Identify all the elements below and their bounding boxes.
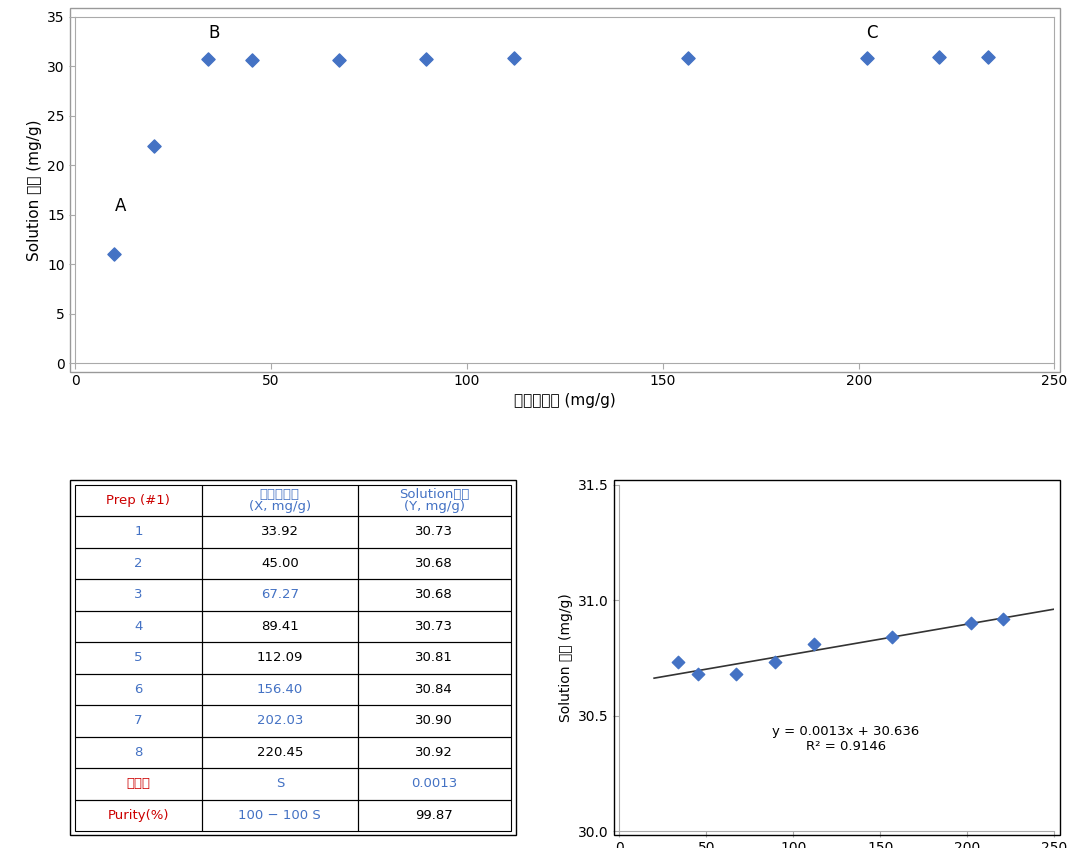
- Y-axis label: Solution 구성 (mg/g): Solution 구성 (mg/g): [27, 120, 42, 261]
- Point: [669, 656, 686, 669]
- Point: [883, 630, 901, 644]
- Point: [962, 616, 979, 630]
- Text: 33.92: 33.92: [260, 526, 299, 538]
- Text: 시스템구성: 시스템구성: [260, 488, 300, 501]
- Text: C: C: [866, 24, 878, 42]
- Text: 7: 7: [134, 714, 143, 728]
- Point: [806, 637, 823, 650]
- Text: 112.09: 112.09: [257, 651, 303, 664]
- Text: 0.0013: 0.0013: [411, 778, 457, 790]
- Text: 5: 5: [134, 651, 143, 664]
- Y-axis label: Solution 구성 (mg/g): Solution 구성 (mg/g): [558, 594, 572, 722]
- Bar: [201, 579, 358, 611]
- Text: 156.40: 156.40: [257, 683, 303, 696]
- Bar: [201, 800, 358, 831]
- Bar: [358, 642, 510, 673]
- Bar: [75, 516, 201, 548]
- Point: [679, 52, 696, 65]
- Bar: [358, 800, 510, 831]
- Bar: [358, 516, 510, 548]
- Bar: [358, 705, 510, 737]
- Point: [858, 51, 875, 64]
- Bar: [75, 705, 201, 737]
- Text: Prep (#1): Prep (#1): [107, 494, 170, 507]
- Text: A: A: [114, 197, 126, 215]
- Text: 30.90: 30.90: [415, 714, 453, 728]
- Bar: [358, 579, 510, 611]
- Text: 202.03: 202.03: [257, 714, 303, 728]
- Text: 45.00: 45.00: [261, 557, 299, 570]
- Point: [930, 51, 947, 64]
- Text: S: S: [275, 778, 284, 790]
- Bar: [75, 673, 201, 705]
- Bar: [201, 705, 358, 737]
- Bar: [75, 611, 201, 642]
- Bar: [358, 548, 510, 579]
- Text: 100 − 100 S: 100 − 100 S: [239, 809, 322, 822]
- Bar: [201, 516, 358, 548]
- Point: [105, 247, 123, 260]
- Bar: [75, 642, 201, 673]
- Bar: [201, 673, 358, 705]
- Point: [994, 611, 1011, 625]
- Bar: [358, 737, 510, 768]
- Bar: [358, 484, 510, 516]
- Text: y = 0.0013x + 30.636: y = 0.0013x + 30.636: [771, 725, 919, 739]
- Text: 30.73: 30.73: [415, 620, 453, 633]
- Bar: [201, 611, 358, 642]
- Text: 3: 3: [134, 589, 143, 601]
- Point: [330, 53, 348, 66]
- Text: 67.27: 67.27: [260, 589, 299, 601]
- Text: 30.92: 30.92: [415, 745, 453, 759]
- Bar: [75, 737, 201, 768]
- Point: [727, 667, 745, 681]
- Point: [243, 53, 260, 66]
- Text: 30.68: 30.68: [415, 557, 453, 570]
- Bar: [201, 768, 358, 800]
- Text: 1: 1: [134, 526, 143, 538]
- Point: [689, 667, 706, 681]
- Text: 기울기: 기울기: [126, 778, 151, 790]
- Bar: [358, 673, 510, 705]
- Point: [416, 53, 434, 66]
- Text: Solution구성: Solution구성: [399, 488, 469, 501]
- X-axis label: 시스템구성 (mg/g): 시스템구성 (mg/g): [514, 393, 615, 409]
- Point: [145, 139, 162, 153]
- Point: [199, 53, 216, 66]
- Text: B: B: [208, 24, 220, 42]
- Text: 30.84: 30.84: [415, 683, 453, 696]
- Bar: [201, 484, 358, 516]
- Text: R² = 0.9146: R² = 0.9146: [806, 740, 886, 753]
- Text: 30.81: 30.81: [415, 651, 453, 664]
- Bar: [75, 548, 201, 579]
- Bar: [201, 737, 358, 768]
- Bar: [75, 768, 201, 800]
- Point: [506, 52, 523, 65]
- Text: 6: 6: [134, 683, 143, 696]
- Text: Purity(%): Purity(%): [108, 809, 169, 822]
- Text: (X, mg/g): (X, mg/g): [249, 499, 311, 512]
- Text: 2: 2: [134, 557, 143, 570]
- Bar: [358, 768, 510, 800]
- Bar: [75, 800, 201, 831]
- Bar: [201, 548, 358, 579]
- Text: 89.41: 89.41: [261, 620, 299, 633]
- Bar: [358, 611, 510, 642]
- Point: [766, 656, 783, 669]
- Bar: [75, 579, 201, 611]
- Text: 8: 8: [134, 745, 143, 759]
- Point: [979, 51, 996, 64]
- Text: 220.45: 220.45: [257, 745, 303, 759]
- Text: 4: 4: [134, 620, 143, 633]
- Text: (Y, mg/g): (Y, mg/g): [404, 499, 465, 512]
- Bar: [201, 642, 358, 673]
- Text: 30.73: 30.73: [415, 526, 453, 538]
- Bar: [75, 484, 201, 516]
- Text: 99.87: 99.87: [415, 809, 453, 822]
- Text: 30.68: 30.68: [415, 589, 453, 601]
